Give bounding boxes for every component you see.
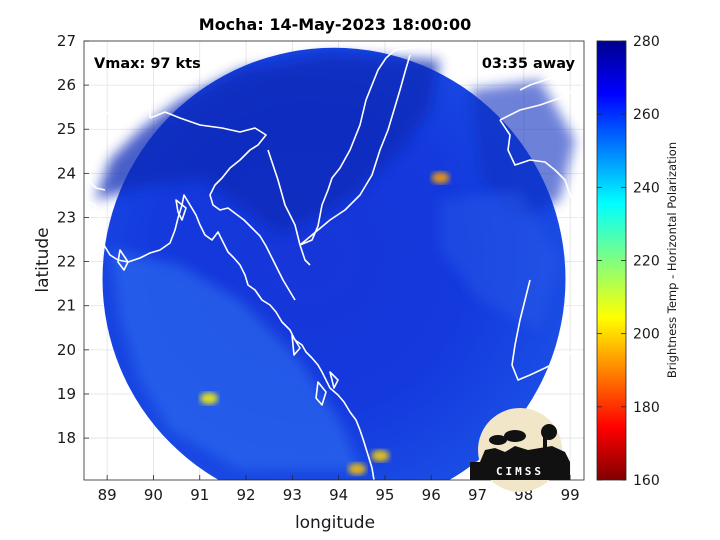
time-away-annotation: 03:35 away <box>482 56 576 72</box>
y-tick-label: 26 <box>57 76 76 94</box>
cimss-logo: CIMSS <box>470 408 570 492</box>
island-5 <box>291 334 301 356</box>
x-tick-label: 94 <box>329 486 348 504</box>
cool-patches <box>200 171 450 475</box>
border-northeast <box>499 84 584 121</box>
x-tick-label: 99 <box>561 486 580 504</box>
logo-dish-1 <box>489 435 507 445</box>
y-tick-label: 23 <box>57 208 76 226</box>
colorbar-tick-label: 200 <box>633 327 660 343</box>
cool-region-east <box>440 190 560 330</box>
chart-title: Mocha: 14-May-2023 18:00:00 <box>199 15 471 34</box>
border-myanmar-west <box>267 149 311 266</box>
x-tick-label: 92 <box>236 486 255 504</box>
colorbar-tick-label: 160 <box>633 473 660 489</box>
y-tick-label: 18 <box>57 429 76 447</box>
coastlines <box>84 44 584 480</box>
logo-text: CIMSS <box>496 465 544 478</box>
y-tick-label: 19 <box>57 385 76 403</box>
cool-patch <box>348 462 367 475</box>
cool-patch <box>200 392 218 405</box>
x-tick-label: 95 <box>375 486 394 504</box>
x-axis-label: longitude <box>295 513 375 533</box>
cool-patch <box>431 171 450 184</box>
colorbar-tick-label: 220 <box>633 254 660 270</box>
island-1 <box>315 381 327 406</box>
swath-imagery <box>95 47 575 480</box>
border-thailand <box>511 279 576 381</box>
border-nepal <box>84 79 151 118</box>
x-tick-label: 96 <box>422 486 441 504</box>
colorbar-tick-label: 260 <box>633 107 660 123</box>
y-tick-label: 27 <box>57 32 76 50</box>
y-tick-label: 21 <box>57 297 76 315</box>
x-tick-label: 89 <box>98 486 117 504</box>
border-bangladesh <box>149 111 296 301</box>
colorbar-tick-label: 280 <box>633 34 660 50</box>
border-ne-2 <box>519 61 584 91</box>
logo-dish-2 <box>504 430 526 442</box>
axis-ticks: 89 90 91 92 93 94 95 96 97 98 99181920212223242526… <box>57 32 580 504</box>
y-axis-label: latitude <box>33 227 53 292</box>
x-tick-label: 93 <box>283 486 302 504</box>
border-china <box>371 44 431 86</box>
colorbar-ticks: 160 180 200 220 240 260 280 <box>597 34 660 489</box>
warm-region-east <box>470 80 575 220</box>
y-tick-label: 25 <box>57 120 76 138</box>
colorbar-label: Brightness Temp - Horizontal Polarizatio… <box>665 142 679 378</box>
y-tick-label: 24 <box>57 164 76 182</box>
x-tick-label: 97 <box>468 486 487 504</box>
border-myanmar-north <box>299 54 411 246</box>
logo-banner <box>470 462 570 480</box>
cool-region <box>110 250 360 470</box>
y-tick-label: 20 <box>57 341 76 359</box>
coast-bay-east <box>84 194 375 480</box>
logo-buildings <box>480 446 570 462</box>
island-3 <box>175 199 187 221</box>
colorbar-tick-label: 240 <box>633 180 660 196</box>
axes-frame <box>83 40 585 481</box>
coast-west <box>84 169 106 191</box>
x-tick-label: 90 <box>144 486 163 504</box>
vmax-annotation: Vmax: 97 kts <box>94 56 201 72</box>
y-tick-label: 22 <box>57 253 76 271</box>
logo-tank <box>541 424 557 440</box>
border-laos <box>499 119 581 231</box>
colorbar-tick-label: 180 <box>633 400 660 416</box>
warm-region <box>95 55 440 235</box>
colorbar: 160 180 200 220 240 260 280 Brightness Temp - … <box>596 34 679 489</box>
island-4 <box>117 249 129 271</box>
island-2 <box>329 371 339 389</box>
cool-patch <box>371 449 390 462</box>
x-tick-label: 91 <box>190 486 209 504</box>
border-inner <box>299 84 373 246</box>
